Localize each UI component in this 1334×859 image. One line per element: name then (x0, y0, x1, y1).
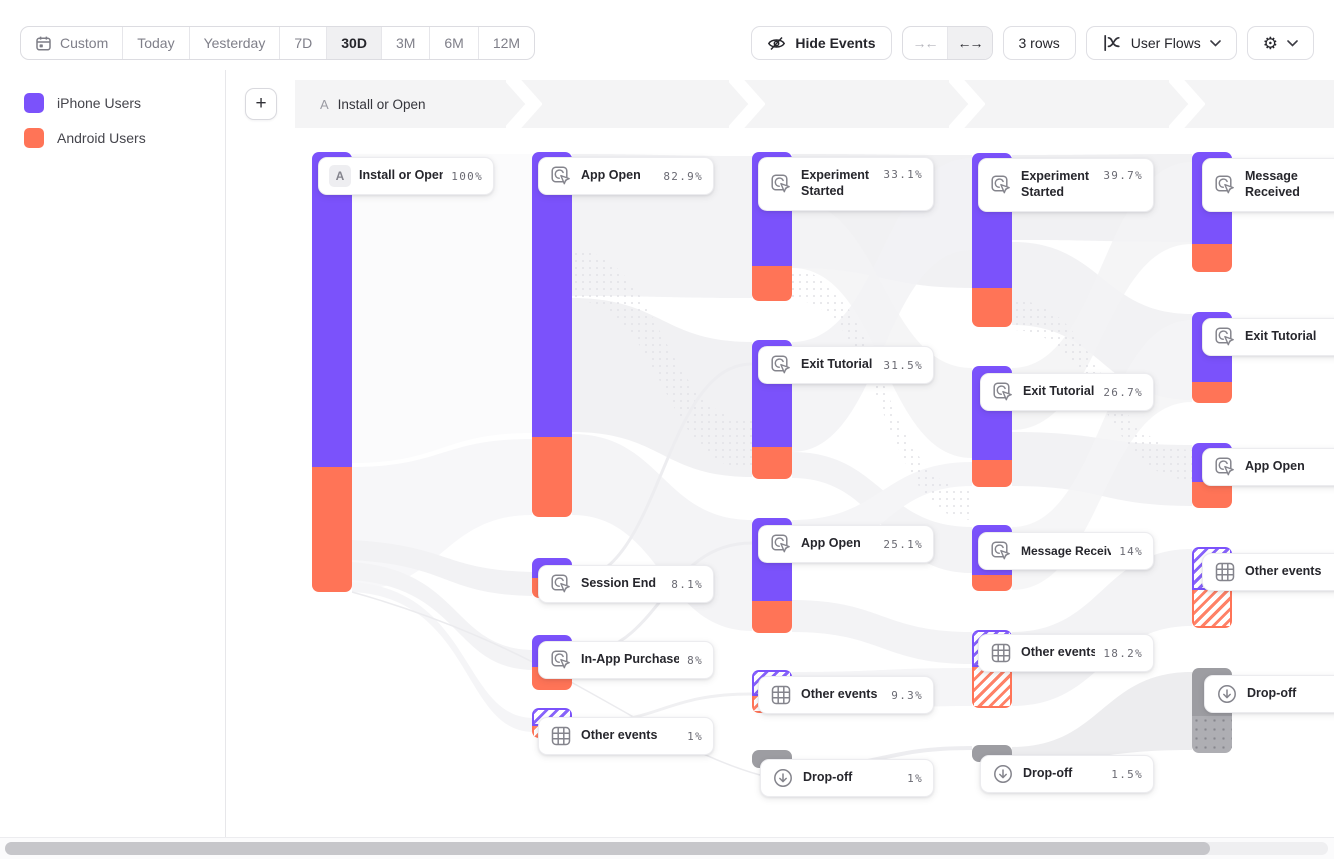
date-range-12m[interactable]: 12M (492, 35, 521, 51)
node-card-exit-tutorial[interactable]: Exit Tutorial (1202, 318, 1334, 356)
step-separator-chevron (1169, 80, 1205, 128)
hide-events-label: Hide Events (795, 35, 876, 51)
node-card-message-received[interactable]: Message Received (1202, 158, 1334, 212)
node-card-drop-off[interactable]: Drop-off (1204, 675, 1334, 713)
gear-icon: ⚙ (1262, 33, 1278, 53)
node-card-experiment-started[interactable]: Experiment Started 39.7% (978, 158, 1154, 212)
date-range-6m[interactable]: 6M (430, 27, 479, 59)
date-range-30d[interactable]: 30D (327, 27, 382, 59)
flow-chart-icon (1102, 33, 1122, 53)
node-card-app-open[interactable]: App Open 25.1% (758, 525, 934, 563)
event-icon (769, 353, 793, 377)
date-range-group: Custom Today Yesterday 7D 30D 3M 6M 12M (20, 26, 536, 60)
event-icon (769, 172, 793, 196)
node-card-message-received[interactable]: Message Received 14% (978, 532, 1154, 570)
event-icon (989, 539, 1013, 563)
date-range-yesterday[interactable]: Yesterday (190, 27, 281, 59)
date-range-3m[interactable]: 3M (382, 27, 431, 59)
node-card-other-events[interactable]: Other events 1% (538, 717, 714, 755)
expand-arrows-icon: ←→ (957, 35, 984, 51)
grid-icon (1213, 560, 1237, 584)
chevron-down-icon (1209, 39, 1221, 47)
collapse-columns-button[interactable]: →← (903, 27, 948, 59)
settings-dropdown[interactable]: ⚙ (1246, 26, 1314, 60)
hide-events-button[interactable]: Hide Events (751, 26, 892, 60)
event-icon (549, 164, 573, 188)
series-legend: iPhone Users Android Users (0, 70, 226, 838)
android-users-swatch (24, 128, 44, 148)
step-a-badge: A (329, 165, 351, 187)
node-card-app-open[interactable]: App Open 82.9% (538, 157, 714, 195)
node-card-drop-off[interactable]: Drop-off 1.5% (980, 755, 1154, 793)
user-flows-dropdown[interactable]: User Flows (1085, 26, 1237, 60)
node-card-other-events[interactable]: Other events 18.2% (978, 634, 1154, 672)
grid-icon (549, 724, 573, 748)
node-card-drop-off[interactable]: Drop-off 1% (760, 759, 934, 797)
iphone-users-swatch (24, 93, 44, 113)
collapse-expand-control: →← ←→ (901, 26, 993, 60)
node-card-in-app-purchase[interactable]: In-App Purchase 8% (538, 641, 714, 679)
drop-off-icon (1215, 682, 1239, 706)
node-card-install-or-open[interactable]: A Install or Open 100% (318, 157, 494, 195)
node-card-other-events[interactable]: Other events 9.3% (758, 676, 934, 714)
event-icon (991, 380, 1015, 404)
node-card-experiment-started[interactable]: Experiment Started 33.1% (758, 157, 934, 211)
event-icon (1213, 325, 1237, 349)
node-bar-install-or-open[interactable] (312, 152, 352, 592)
rows-button[interactable]: 3 rows (1002, 26, 1076, 60)
legend-label: Android Users (57, 130, 146, 146)
rows-label: 3 rows (1018, 35, 1060, 51)
toolbar: Custom Today Yesterday 7D 30D 3M 6M 12M … (0, 0, 1334, 70)
scrollbar-thumb[interactable] (5, 842, 1210, 855)
date-range-7d[interactable]: 7D (280, 27, 328, 59)
node-card-exit-tutorial[interactable]: Exit Tutorial 31.5% (758, 346, 934, 384)
date-range-label: Custom (60, 35, 109, 51)
calendar-icon (35, 35, 52, 52)
date-range-custom[interactable]: Custom (21, 27, 124, 59)
node-card-session-end[interactable]: Session End 8.1% (538, 565, 714, 603)
step-header-strip: A Install or Open (295, 80, 1334, 128)
step-separator-chevron (506, 80, 542, 128)
legend-item-android-users[interactable]: Android Users (24, 128, 225, 148)
grid-icon (769, 683, 793, 707)
event-icon (769, 532, 793, 556)
step-separator-chevron (729, 80, 765, 128)
event-icon (1213, 455, 1237, 479)
grid-icon (989, 641, 1013, 665)
horizontal-scrollbar (0, 837, 1334, 859)
node-card-app-open[interactable]: App Open (1202, 448, 1334, 486)
flow-canvas: A Install or Open + (227, 70, 1334, 838)
date-range-today[interactable]: Today (123, 27, 190, 59)
legend-label: iPhone Users (57, 95, 142, 111)
drop-off-icon (771, 766, 795, 790)
add-step-button[interactable]: + (245, 88, 277, 120)
toolbar-right-tools: Hide Events →← ←→ 3 rows (751, 26, 1314, 60)
node-card-other-events[interactable]: Other events (1202, 553, 1334, 591)
node-bar-app-open[interactable] (532, 152, 572, 517)
expand-columns-button[interactable]: ←→ (947, 27, 992, 59)
event-icon (549, 648, 573, 672)
event-icon (989, 173, 1013, 197)
chevron-down-icon (1287, 39, 1298, 47)
step-separator-chevron (949, 80, 985, 128)
drop-off-icon (991, 762, 1015, 786)
step-badge: A (320, 96, 329, 112)
node-card-exit-tutorial[interactable]: Exit Tutorial 26.7% (980, 373, 1154, 411)
eye-off-icon (767, 34, 786, 53)
step-1-header[interactable]: A Install or Open (320, 80, 425, 128)
view-selector-label: User Flows (1130, 35, 1201, 51)
legend-item-iphone-users[interactable]: iPhone Users (24, 93, 225, 113)
event-icon (549, 572, 573, 596)
collapse-arrows-icon: →← (912, 35, 939, 51)
event-icon (1213, 173, 1237, 197)
step-label: Install or Open (337, 96, 426, 112)
